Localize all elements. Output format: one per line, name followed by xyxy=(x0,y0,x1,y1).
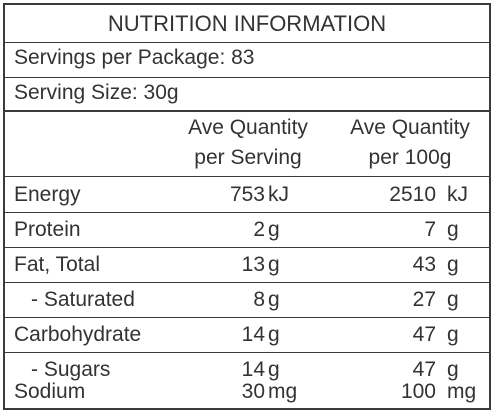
panel-title: NUTRITION INFORMATION xyxy=(107,11,387,36)
nutrient-row-protein: Protein 2 g 7 g xyxy=(5,213,489,247)
nutrient-name: Protein xyxy=(14,218,81,241)
divider-servings xyxy=(5,77,489,78)
serving-unit: g xyxy=(268,218,280,241)
per100-unit: g xyxy=(447,358,459,381)
serving-value: 14 xyxy=(241,358,265,381)
per100-value: 43 xyxy=(412,253,436,276)
divider-title xyxy=(5,42,489,43)
serving-unit: kJ xyxy=(268,183,289,206)
per100-value: 47 xyxy=(412,323,436,346)
nutrient-name: Fat, Total xyxy=(14,253,100,276)
per100-unit: g xyxy=(447,218,459,241)
nutrition-panel: NUTRITION INFORMATION Servings per Packa… xyxy=(3,3,491,410)
nutrient-row-sodium: Sodium 30 mg 100 mg xyxy=(5,375,489,409)
divider-row xyxy=(5,317,489,318)
serving-unit: mg xyxy=(268,380,298,403)
divider-serving-size xyxy=(5,110,489,112)
per100-unit: g xyxy=(447,288,459,311)
nutrient-name: Sodium xyxy=(14,380,86,403)
serving-value: 2 xyxy=(253,218,265,241)
serving-value: 753 xyxy=(229,183,265,206)
divider-row xyxy=(5,247,489,248)
nutrient-name: - Sugars xyxy=(31,358,111,381)
nutrient-name: Energy xyxy=(14,183,81,206)
header-serving-line2: per Serving xyxy=(194,146,302,169)
divider-row xyxy=(5,282,489,283)
serving-value: 13 xyxy=(241,253,265,276)
header-serving-line1: Ave Quantity xyxy=(188,116,308,139)
per100-unit: kJ xyxy=(447,183,468,206)
divider-row xyxy=(5,212,489,213)
per100-value: 7 xyxy=(424,218,436,241)
divider-header xyxy=(5,176,489,177)
per100-unit: g xyxy=(447,253,459,276)
header-per100g-line1: Ave Quantity xyxy=(350,116,470,139)
per100-unit: g xyxy=(447,323,459,346)
per100-value: 100 xyxy=(400,380,436,403)
serving-size: Serving Size: 30g xyxy=(14,81,179,104)
serving-unit: g xyxy=(268,253,280,276)
header-per100g-line2: per 100g xyxy=(368,146,452,169)
serving-value: 8 xyxy=(253,288,265,311)
serving-unit: g xyxy=(268,323,280,346)
nutrient-row-sugars: - Sugars 14 g 47 g xyxy=(5,353,489,387)
per100-unit: mg xyxy=(447,380,477,403)
nutrient-name: Carbohydrate xyxy=(14,323,142,346)
per100-value: 47 xyxy=(412,358,436,381)
serving-value: 30 xyxy=(241,380,265,403)
serving-unit: g xyxy=(268,358,280,381)
nutrient-row-saturated: - Saturated 8 g 27 g xyxy=(5,283,489,317)
serving-value: 14 xyxy=(241,323,265,346)
nutrient-row-energy: Energy 753 kJ 2510 kJ xyxy=(5,178,489,212)
per100-value: 2510 xyxy=(389,183,436,206)
nutrient-name: - Saturated xyxy=(31,288,135,311)
servings-per-package: Servings per Package: 83 xyxy=(14,46,255,69)
per100-value: 27 xyxy=(412,288,436,311)
nutrient-row-carbohydrate: Carbohydrate 14 g 47 g xyxy=(5,318,489,352)
nutrient-row-fat-total: Fat, Total 13 g 43 g xyxy=(5,248,489,282)
divider-row xyxy=(5,352,489,353)
serving-unit: g xyxy=(268,288,280,311)
